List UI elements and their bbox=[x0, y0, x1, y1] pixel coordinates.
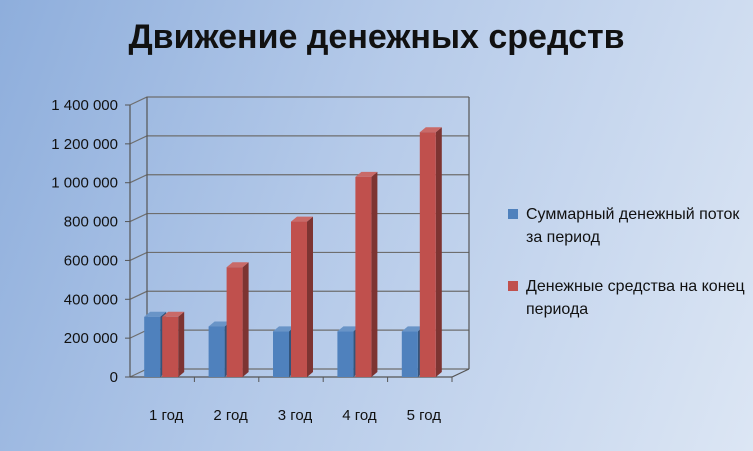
bar-top bbox=[337, 326, 360, 332]
chart-title: Движение денежных средств bbox=[128, 18, 625, 56]
bar-balance bbox=[226, 267, 243, 377]
y-tick-label: 200 000 bbox=[64, 330, 118, 347]
bar-balance bbox=[355, 176, 372, 377]
bar-top bbox=[273, 326, 295, 332]
x-tick-label: 1 год bbox=[149, 407, 184, 424]
legend-swatch-blue bbox=[508, 209, 518, 219]
gridline bbox=[129, 135, 469, 145]
chart-legend: Суммарный денежный поток за период Денеж… bbox=[508, 203, 748, 347]
bar-side bbox=[242, 262, 249, 377]
bar-balance bbox=[291, 221, 307, 377]
bar-top bbox=[419, 127, 442, 133]
x-tick-label: 5 год bbox=[407, 407, 442, 424]
bar-top bbox=[208, 321, 231, 327]
bar-top bbox=[355, 171, 378, 177]
bar-cashflow bbox=[337, 331, 354, 377]
y-tick-label: 1 000 000 bbox=[51, 175, 118, 192]
legend-label-cashflow: Суммарный денежный поток за период bbox=[526, 206, 740, 246]
bar-side bbox=[178, 311, 185, 377]
y-tick-label: 400 000 bbox=[64, 291, 118, 308]
bar-top bbox=[401, 326, 424, 332]
legend-label-balance: Денежные средства на конец периода bbox=[526, 278, 745, 318]
bar-side bbox=[435, 127, 442, 377]
legend-swatch-red bbox=[508, 281, 518, 291]
legend-item-cashflow: Суммарный денежный поток за период bbox=[508, 203, 748, 249]
bar-side bbox=[307, 216, 313, 377]
y-tick-label: 1 200 000 bbox=[51, 136, 118, 153]
gridline bbox=[129, 174, 469, 184]
bar-side bbox=[371, 171, 378, 377]
bar-top bbox=[291, 216, 313, 222]
y-tick-label: 0 bbox=[110, 369, 118, 386]
bar-cashflow bbox=[144, 316, 161, 377]
bar-top bbox=[226, 262, 249, 268]
bar-cashflow bbox=[208, 326, 225, 377]
bar-cashflow bbox=[401, 331, 418, 377]
x-tick-label: 4 год bbox=[342, 407, 377, 424]
y-tick-label: 800 000 bbox=[64, 214, 118, 231]
x-tick-label: 3 год bbox=[278, 407, 313, 424]
bar-balance bbox=[162, 316, 179, 377]
y-tick-label: 1 400 000 bbox=[51, 97, 118, 114]
bar-top bbox=[162, 311, 185, 317]
x-tick-label: 2 год bbox=[213, 407, 248, 424]
bar-cashflow bbox=[273, 331, 289, 377]
gridline bbox=[129, 96, 469, 106]
legend-item-balance: Денежные средства на конец периода bbox=[508, 275, 748, 321]
bar-balance bbox=[419, 132, 436, 377]
y-tick-label: 600 000 bbox=[64, 252, 118, 269]
bar-top bbox=[144, 311, 167, 317]
